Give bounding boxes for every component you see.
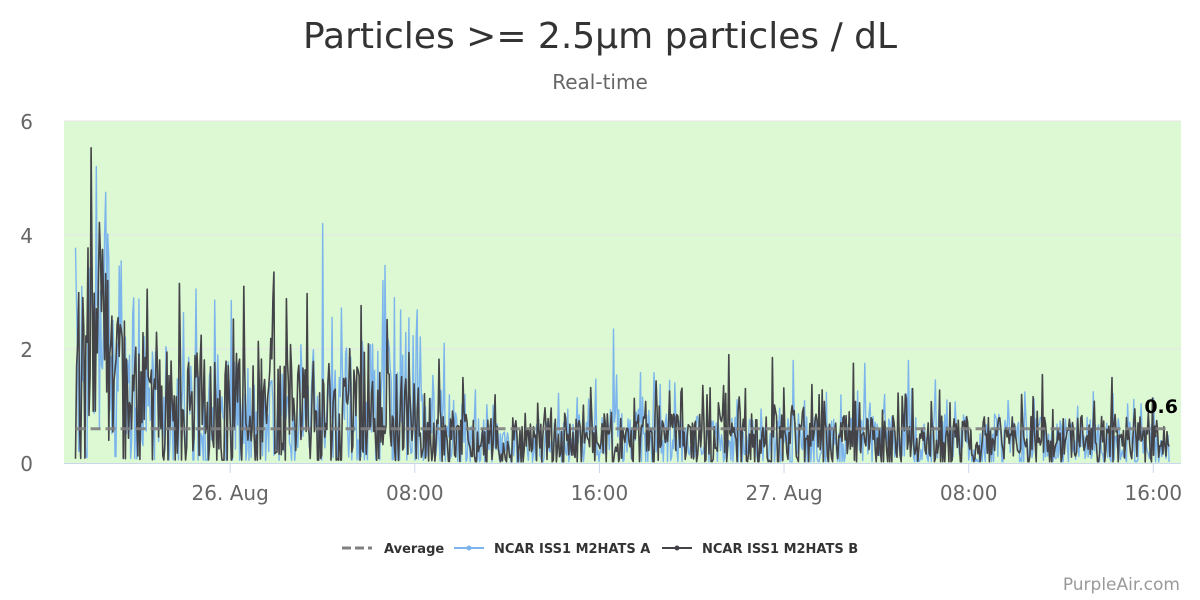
chart-title: Particles >= 2.5µm particles / dL bbox=[303, 16, 897, 57]
gridlines bbox=[64, 120, 1181, 464]
y-tick-label: 6 bbox=[20, 110, 33, 134]
x-tick-label: 26. Aug bbox=[192, 481, 269, 505]
x-tick-label: 08:00 bbox=[940, 481, 998, 505]
legend[interactable]: Average NCAR ISS1 M2HATS A NCAR ISS1 M2H… bbox=[342, 542, 858, 557]
y-tick-label: 4 bbox=[20, 224, 33, 248]
legend-item-sensor-a[interactable]: NCAR ISS1 M2HATS A bbox=[454, 542, 650, 557]
legend-sensor-a-label: NCAR ISS1 M2HATS A bbox=[494, 542, 650, 557]
y-tick-label: 0 bbox=[20, 452, 33, 476]
x-axis-ticks: 26. Aug 08:00 16:00 27. Aug 08:00 16:00 bbox=[192, 463, 1182, 505]
legend-item-average[interactable]: Average bbox=[342, 542, 444, 557]
y-axis-ticks: 0 2 4 6 bbox=[20, 110, 33, 476]
last-value-label: 0.6 bbox=[1144, 396, 1178, 418]
x-tick-label: 16:00 bbox=[1124, 481, 1182, 505]
legend-average-label: Average bbox=[384, 542, 444, 557]
legend-sensor-b-marker bbox=[674, 545, 680, 551]
series-line-sensor-b[interactable] bbox=[74, 147, 1170, 463]
y-tick-label: 2 bbox=[20, 338, 33, 362]
x-tick-label: 16:00 bbox=[571, 481, 629, 505]
series-layer bbox=[74, 147, 1170, 463]
x-tick-label: 27. Aug bbox=[745, 481, 822, 505]
x-tick-label: 08:00 bbox=[386, 481, 444, 505]
chart-subtitle: Real-time bbox=[552, 70, 648, 94]
legend-sensor-b-label: NCAR ISS1 M2HATS B bbox=[702, 542, 858, 557]
legend-item-sensor-b[interactable]: NCAR ISS1 M2HATS B bbox=[662, 542, 858, 557]
legend-sensor-a-marker bbox=[466, 545, 472, 551]
credits-link[interactable]: PurpleAir.com bbox=[1063, 575, 1180, 595]
